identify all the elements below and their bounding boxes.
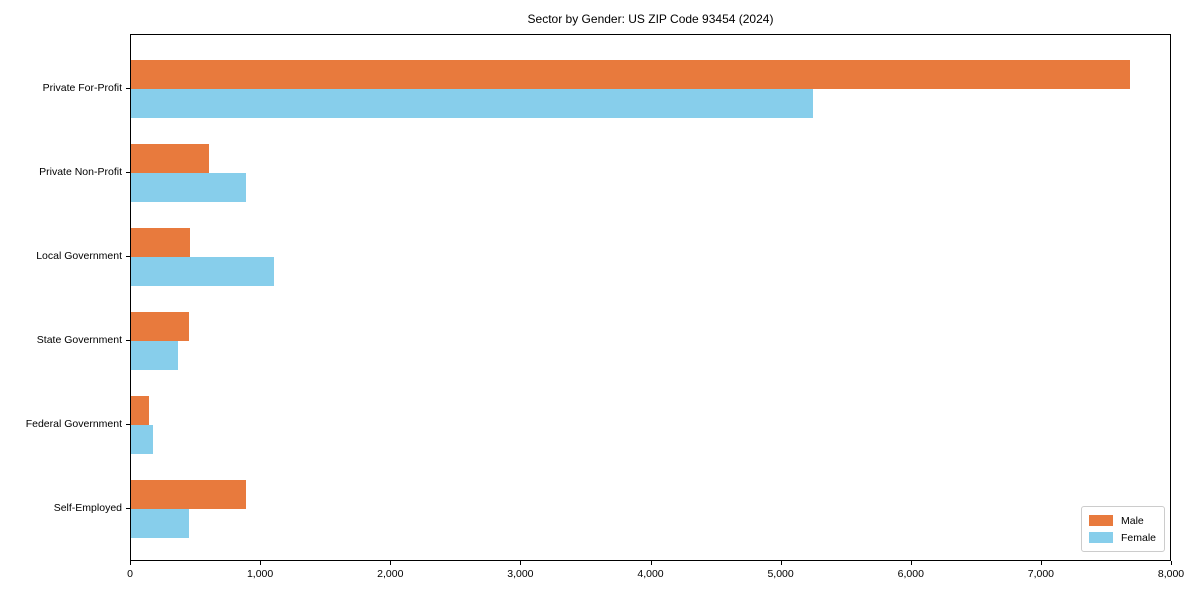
- bar-male-1: [131, 60, 1131, 89]
- x-tick: [260, 561, 262, 565]
- x-tick: [1040, 561, 1042, 565]
- x-tick-label: 2,000: [377, 568, 404, 580]
- x-tick-label: 8,000: [1157, 568, 1185, 580]
- x-tick-label: 3,000: [507, 568, 534, 580]
- bar-male-2: [131, 144, 210, 173]
- x-tick-label: 1,000: [246, 568, 274, 580]
- legend-swatch-male: [1088, 515, 1113, 526]
- y-tick: [126, 256, 130, 257]
- bar-male-3: [131, 228, 191, 257]
- bar-female-6: [131, 509, 189, 538]
- bar-male-4: [131, 312, 189, 341]
- bar-male-5: [131, 396, 150, 425]
- bar-female-2: [131, 173, 247, 202]
- legend-label-male: Male: [1120, 514, 1144, 527]
- x-tick-label: 4,000: [637, 568, 664, 580]
- y-tick-label: Local Government: [36, 250, 122, 262]
- x-tick: [910, 561, 912, 565]
- bar-female-4: [131, 341, 178, 370]
- x-tick: [390, 561, 392, 565]
- legend-label-female: Female: [1120, 531, 1156, 544]
- chart-title: Sector by Gender: US ZIP Code 93454 (202…: [527, 12, 774, 26]
- x-tick: [650, 561, 652, 565]
- x-tick-label: 7,000: [1027, 568, 1055, 580]
- legend: Male Female: [1080, 506, 1165, 552]
- plot-area: Male Female: [130, 34, 1171, 561]
- bar-female-5: [131, 425, 154, 454]
- y-tick: [126, 508, 130, 509]
- y-tick-label: Federal Government: [25, 418, 122, 430]
- bar-female-3: [131, 257, 275, 286]
- bar-female-1: [131, 89, 813, 118]
- y-tick-label: Private Non-Profit: [39, 166, 122, 178]
- bar-male-6: [131, 480, 247, 509]
- legend-swatch-female: [1088, 532, 1113, 543]
- y-tick: [126, 340, 130, 341]
- y-tick: [126, 172, 130, 173]
- y-tick: [126, 424, 130, 425]
- x-tick: [1171, 561, 1172, 565]
- x-tick-label: 6,000: [897, 568, 924, 580]
- legend-item-female: Female: [1088, 529, 1156, 546]
- x-tick: [780, 561, 782, 565]
- x-tick: [130, 561, 131, 565]
- legend-item-male: Male: [1088, 512, 1156, 529]
- y-tick-label: Self-Employed: [53, 502, 122, 514]
- x-tick: [520, 561, 522, 565]
- y-tick-label: Private For-Profit: [42, 82, 122, 94]
- y-tick: [126, 88, 130, 89]
- x-tick-label: 0: [127, 568, 133, 580]
- x-tick-label: 5,000: [767, 568, 794, 580]
- y-tick-label: State Government: [36, 334, 122, 346]
